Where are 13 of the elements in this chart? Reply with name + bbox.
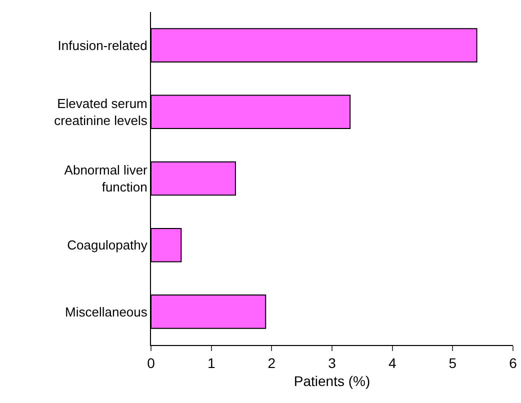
x-tick-label: 0 <box>147 354 156 371</box>
x-axis-title: Patients (%) <box>294 373 370 390</box>
x-tick-label: 3 <box>328 354 336 371</box>
y-tick-label: Infusion-related <box>58 38 148 53</box>
x-tick-label: 4 <box>388 354 396 371</box>
y-tick-label: Coagulopathy <box>67 238 148 253</box>
x-tick-label: 1 <box>207 354 216 371</box>
y-tick-label: Miscellaneous <box>65 304 148 320</box>
x-tick-label: 5 <box>448 354 457 371</box>
y-tick-label: Elevated serum creatinine levels <box>54 96 148 128</box>
x-tick-label: 6 <box>509 354 518 371</box>
x-tick-label: 2 <box>268 354 276 371</box>
y-tick-label: Abnormal liver function <box>64 162 148 194</box>
